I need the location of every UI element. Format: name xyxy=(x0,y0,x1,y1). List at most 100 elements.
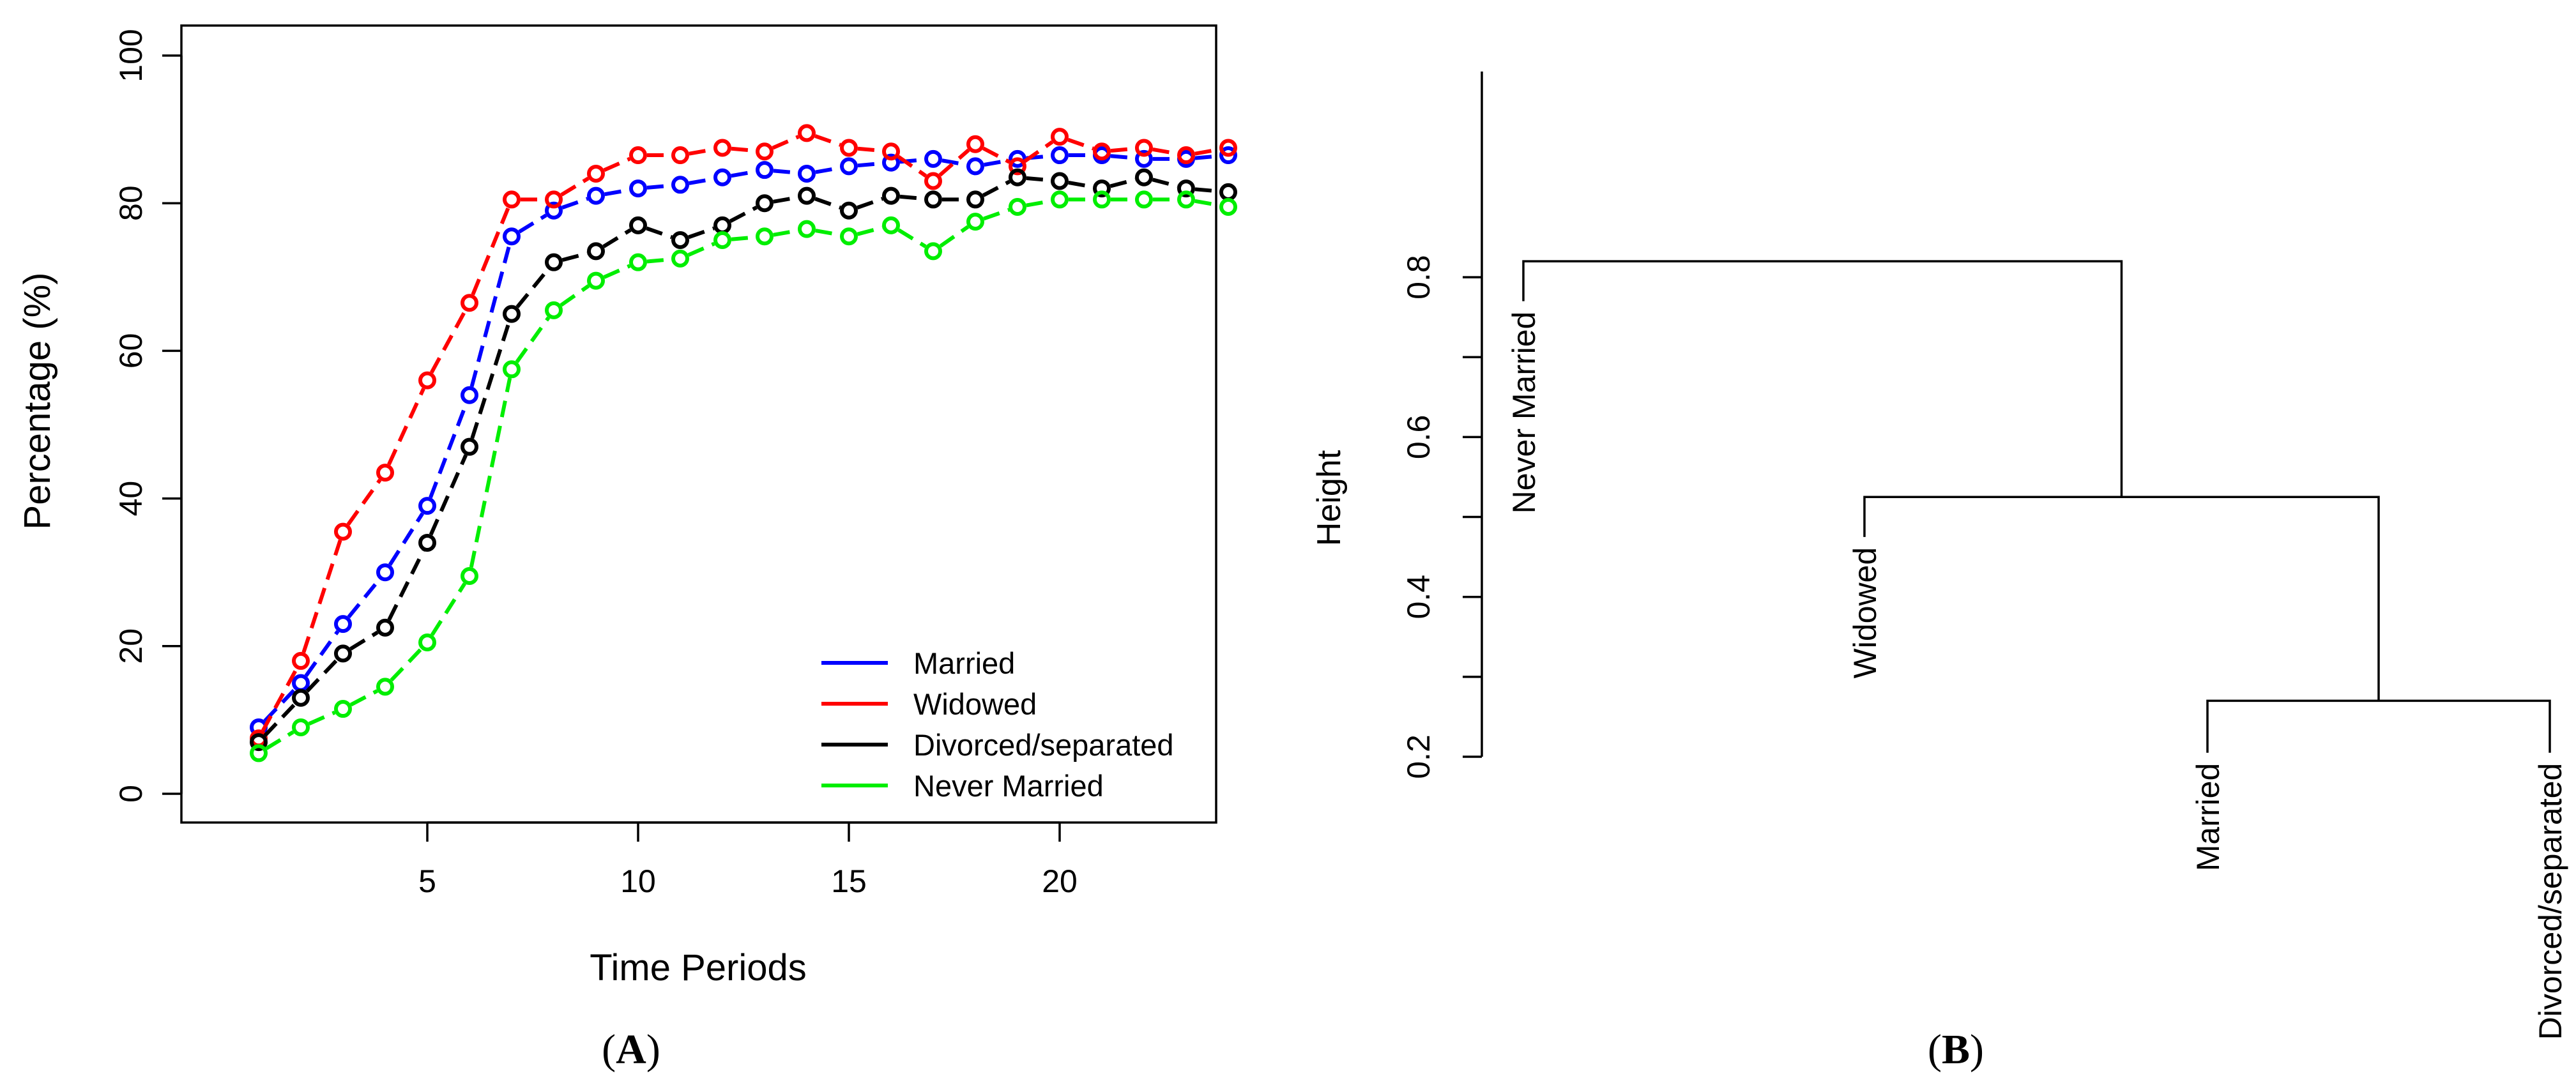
data-point xyxy=(756,194,774,213)
series-line-segment xyxy=(729,206,758,224)
series-line-segment xyxy=(470,322,511,439)
data-point xyxy=(587,271,605,290)
data-point xyxy=(545,253,563,271)
series-line-segment xyxy=(561,251,588,262)
data-point xyxy=(671,146,689,165)
data-point xyxy=(924,149,942,168)
series-line-segment xyxy=(429,454,468,536)
series-line-segment xyxy=(603,156,631,172)
series-line-segment xyxy=(857,197,883,209)
series-line-segment xyxy=(897,228,927,248)
data-point xyxy=(292,718,310,736)
series-line-segment xyxy=(347,578,381,619)
data-point xyxy=(334,644,352,663)
data-point xyxy=(587,186,605,205)
y-tick-label: 0.6 xyxy=(1401,415,1437,460)
y-axis: 0.2 0.4 0.6 0.8 xyxy=(1401,72,1483,779)
y-tick-label: 40 xyxy=(113,481,149,517)
data-point xyxy=(882,186,900,205)
series-line-segment xyxy=(1109,178,1136,188)
series-line-segment xyxy=(1067,137,1094,151)
data-point xyxy=(1009,149,1026,168)
series-line-segment xyxy=(941,158,967,167)
dendrogram-merge xyxy=(1522,260,2123,497)
series-line-segment xyxy=(301,539,342,653)
data-point xyxy=(629,179,647,198)
data-point xyxy=(1219,139,1237,157)
data-point xyxy=(629,253,647,271)
data-point xyxy=(1135,168,1153,186)
data-point xyxy=(1219,197,1237,216)
panel-a-line-chart: 0 20 40 60 80 100 5 10 15 20 Percentage (%) Time… xyxy=(17,24,1237,989)
data-point xyxy=(966,190,984,209)
data-point xyxy=(545,301,563,319)
leaf-label: Married xyxy=(2190,763,2226,871)
series-line-segment xyxy=(731,146,756,153)
data-point xyxy=(1051,128,1069,146)
series-line-segment xyxy=(603,264,631,279)
data-point xyxy=(882,216,900,234)
data-point xyxy=(1051,146,1069,165)
series-line-segment xyxy=(560,176,590,197)
series-line-segment xyxy=(387,550,425,621)
series-line-segment xyxy=(1068,180,1094,189)
series-line-segment xyxy=(471,207,510,296)
data-point xyxy=(1177,190,1195,209)
data-point xyxy=(840,227,858,246)
series-line-segment xyxy=(388,512,425,566)
series-line-segment xyxy=(897,155,927,178)
dendrogram-merge xyxy=(1863,496,2380,701)
series-line-segment xyxy=(857,225,883,236)
data-point xyxy=(924,242,942,261)
panel-label-b: (B) xyxy=(1928,1026,1984,1073)
series-line-segment xyxy=(561,197,588,209)
data-point xyxy=(882,142,900,161)
series-line-segment xyxy=(1026,176,1051,183)
y-tick-label: 0.8 xyxy=(1401,255,1437,300)
data-point xyxy=(292,688,310,707)
legend: Married Widowed Divorced/separated Never Ma… xyxy=(821,646,1174,803)
series-line-segment xyxy=(689,177,714,185)
series-line-segment xyxy=(773,195,798,204)
data-point xyxy=(629,146,647,165)
series-line-segment xyxy=(263,702,296,738)
leaf-label: Never Married xyxy=(1506,312,1542,514)
x-tick-label: 5 xyxy=(418,863,436,899)
series-line-segment xyxy=(469,377,512,568)
data-point xyxy=(1135,190,1153,209)
series-line-segment xyxy=(688,226,715,239)
data-point xyxy=(418,533,436,552)
y-axis-label: Height xyxy=(1311,450,1348,546)
data-point xyxy=(671,249,689,268)
data-point xyxy=(1093,142,1111,161)
data-point xyxy=(1093,179,1111,198)
series-line-segment xyxy=(560,284,590,307)
series-widowed xyxy=(250,124,1237,748)
series-divorced-separated xyxy=(250,168,1237,752)
series-line-segment xyxy=(984,158,1009,167)
y-tick-label: 100 xyxy=(113,29,149,82)
data-point xyxy=(756,161,774,179)
series-line-segment xyxy=(938,148,970,177)
legend-label: Married xyxy=(913,646,1015,680)
data-point xyxy=(924,190,942,209)
series-line-segment xyxy=(305,658,339,693)
data-point xyxy=(461,294,478,312)
series-line-segment xyxy=(731,235,756,241)
data-point xyxy=(671,176,689,194)
series-line-segment xyxy=(1194,199,1220,208)
series-line-segment xyxy=(430,582,467,636)
data-point xyxy=(461,566,478,585)
data-point xyxy=(376,563,394,582)
series-line-segment xyxy=(646,257,672,264)
data-point xyxy=(334,700,352,718)
series-line-segment xyxy=(346,478,382,526)
x-tick-label: 15 xyxy=(831,863,867,899)
data-point xyxy=(671,231,689,249)
data-point xyxy=(1219,183,1237,201)
series-line-segment xyxy=(857,146,883,153)
x-tick-label: 10 xyxy=(620,863,656,899)
data-point xyxy=(1135,139,1153,157)
legend-label: Widowed xyxy=(913,687,1037,721)
